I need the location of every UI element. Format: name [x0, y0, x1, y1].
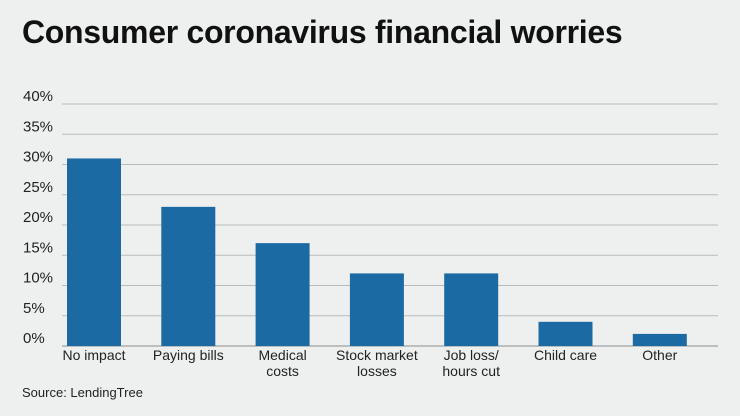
x-category-label: Paying bills — [153, 347, 224, 363]
y-tick-label: 0% — [23, 330, 45, 347]
x-category-label: No impact — [62, 347, 125, 363]
x-category-label-line: Job loss/ — [444, 347, 499, 363]
bar — [632, 333, 687, 346]
x-axis-labels: No impact Paying bills Medical costs Stock m… — [62, 347, 677, 379]
x-category-label-line: hours cut — [442, 363, 500, 379]
x-category-label: Stock market losses — [336, 347, 418, 379]
x-category-label: Child care — [534, 347, 597, 363]
x-category-label: Job loss/hours cut — [442, 347, 500, 379]
x-category-label-line: costs — [266, 363, 299, 379]
y-tick-label: 35% — [23, 118, 53, 135]
bar — [444, 273, 499, 346]
y-tick-label: 20% — [23, 209, 53, 226]
y-tick-label: 25% — [23, 179, 53, 196]
bar — [538, 321, 593, 346]
x-category-label-line: Other — [642, 347, 677, 363]
x-category-label: Other — [642, 347, 677, 363]
x-category-label-line: Stock market — [336, 347, 418, 363]
bar — [255, 243, 310, 346]
bar — [161, 206, 216, 346]
bar — [349, 273, 404, 346]
x-category-label-line: losses — [357, 363, 397, 379]
x-category-label-line: Child care — [534, 347, 597, 363]
x-category-label: Medical costs — [258, 347, 306, 379]
y-tick-label: 30% — [23, 149, 53, 166]
y-tick-label: 5% — [23, 300, 45, 317]
y-tick-label: 10% — [23, 270, 53, 287]
y-axis-ticks: 0% 5% 10% 15% 20% 25% 30% 35% 40% — [23, 88, 53, 347]
chart-title: Consumer coronavirus financial worries — [22, 14, 623, 50]
x-category-label-line: Paying bills — [153, 347, 224, 363]
source-note: Source: LendingTree — [22, 385, 143, 400]
y-tick-label: 40% — [23, 88, 53, 105]
bar — [67, 158, 121, 346]
y-tick-label: 15% — [23, 239, 53, 256]
bars — [67, 158, 687, 346]
x-category-label-line: Medical — [258, 347, 306, 363]
x-category-label-line: No impact — [62, 347, 125, 363]
